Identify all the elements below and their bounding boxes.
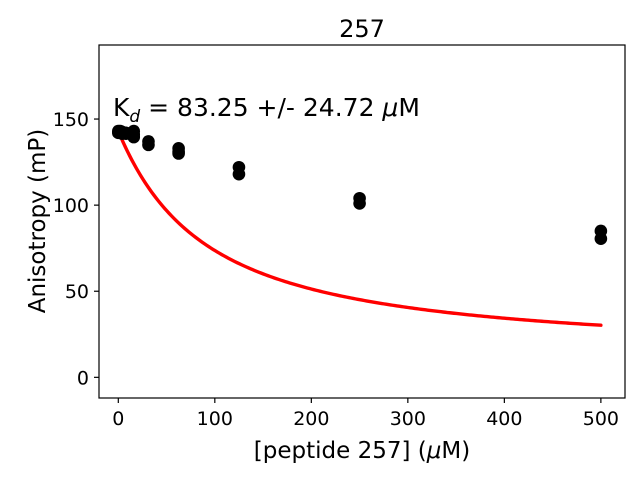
x-axis-title-tail: M) — [441, 438, 470, 464]
kd-annotation-sub: d — [129, 107, 140, 127]
y-tick-label: 100 — [53, 195, 89, 217]
data-point — [172, 147, 185, 160]
x-axis-title-mu: μ — [426, 438, 442, 464]
fit-layer — [117, 130, 603, 327]
data-point — [232, 167, 246, 181]
data-point — [353, 197, 366, 210]
x-tick-label: 0 — [112, 408, 124, 430]
kd-annotation-k: K — [113, 93, 130, 122]
x-tick-label: 100 — [197, 408, 233, 430]
y-tick-label: 0 — [77, 367, 89, 389]
data-point — [594, 232, 608, 246]
fit-curve — [117, 130, 603, 327]
y-axis-title: Anisotropy (mP) — [25, 129, 51, 314]
x-axis-title-main: [peptide 257] ( — [254, 438, 427, 464]
kd-annotation-unit: M — [398, 93, 420, 122]
x-axis-ticks: 0 100 200 300 400 500 — [112, 398, 619, 430]
x-axis-title: [peptide 257] (μM) — [254, 438, 470, 464]
x-tick-label: 300 — [390, 408, 426, 430]
chart-title: 257 — [339, 15, 385, 43]
data-point — [127, 130, 141, 144]
y-tick-label: 150 — [53, 109, 89, 131]
kd-annotation-mu: μ — [381, 93, 398, 122]
x-tick-label: 200 — [293, 408, 329, 430]
plot-area — [99, 45, 625, 398]
y-tick-label: 50 — [65, 281, 89, 303]
kd-annotation: Kd = 83.25 +/- 24.72 μM — [113, 93, 420, 127]
x-tick-label: 500 — [583, 408, 619, 430]
points-layer — [112, 124, 608, 246]
x-tick-label: 400 — [486, 408, 522, 430]
plot-frame — [98, 44, 626, 399]
kd-annotation-value: = 83.25 +/- 24.72 — [140, 93, 382, 122]
y-axis-ticks: 0 50 100 150 — [53, 109, 99, 389]
data-point — [142, 138, 155, 152]
